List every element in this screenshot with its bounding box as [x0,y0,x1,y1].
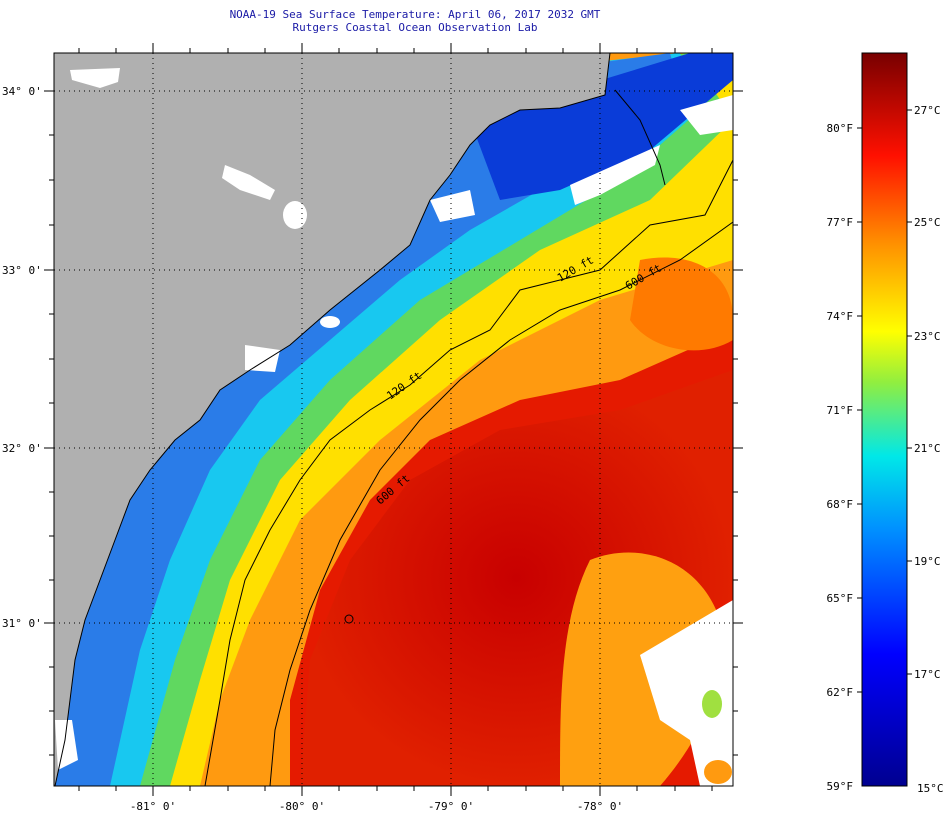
cbar-c-15: 15°C [917,782,944,795]
colorbar [861,52,908,787]
sst-field: 120 ft 600 ft 600 ft 120 ft [54,53,733,786]
cbar-c-21: 21°C [914,442,941,455]
coastline [54,53,611,786]
cbar-f-77: 77°F [827,216,854,229]
colorbar-ticks [857,109,912,693]
cbar-c-23: 23°C [914,330,941,343]
land-mass [54,53,610,786]
graticule [54,53,733,786]
lat-label-32: 32° 0' [2,442,42,455]
lon-label-79: -79° 0' [428,800,474,813]
map-title: NOAA-19 Sea Surface Temperature: April 0… [229,8,601,21]
cbar-c-25: 25°C [914,216,941,229]
map-frame [53,52,734,787]
lat-label-34: 34° 0' [2,85,42,98]
isobath-600ft [269,221,733,786]
map-subtitle: Rutgers Coastal Ocean Observation Lab [292,21,538,34]
cbar-c-27: 27°C [914,104,941,117]
lon-label-80: -80° 0' [279,800,325,813]
lon-label-78: -78° 0' [577,800,623,813]
cbar-c-17: 17°C [914,668,941,681]
cbar-f-65: 65°F [827,592,854,605]
axis-ticks [44,43,743,796]
lon-label-81: -81° 0' [130,800,176,813]
cbar-f-80: 80°F [827,122,854,135]
cbar-c-19: 19°C [914,555,941,568]
cbar-f-68: 68°F [827,498,854,511]
cbar-f-71: 71°F [827,404,854,417]
lat-label-33: 33° 0' [2,264,42,277]
lat-label-31: 31° 0' [2,617,42,630]
cbar-f-59: 59°F [827,780,854,793]
isobath-120ft [204,159,733,786]
cbar-f-62: 62°F [827,686,854,699]
cbar-f-74: 74°F [827,310,854,323]
